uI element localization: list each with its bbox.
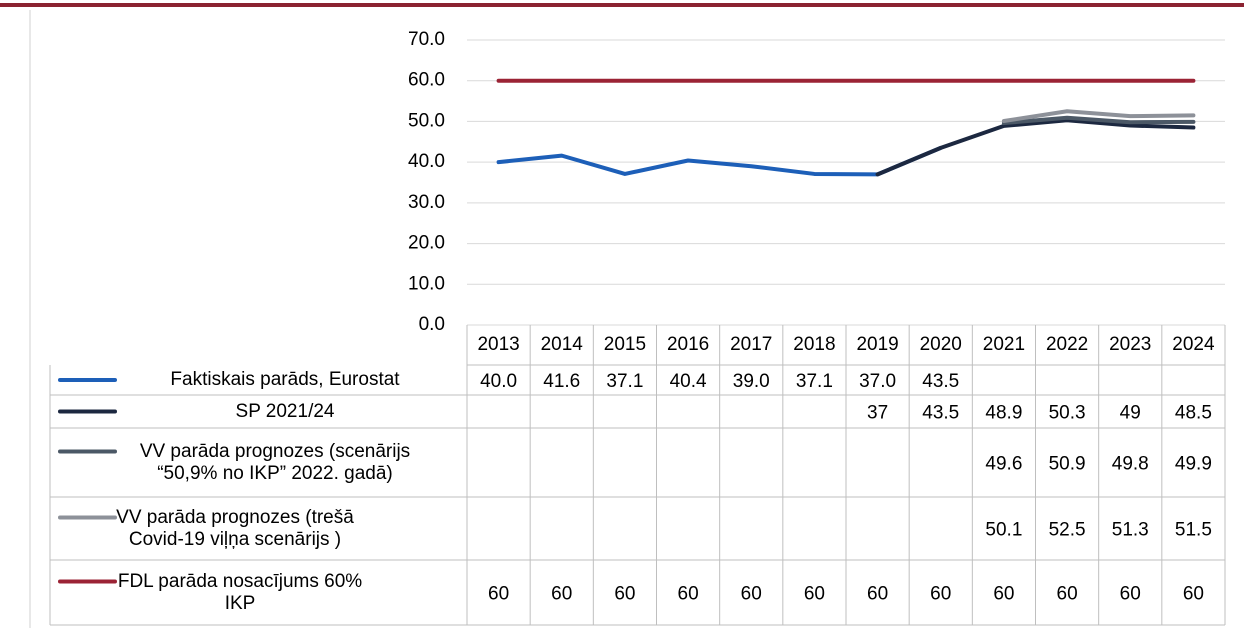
x-tick-label: 2018 — [793, 334, 835, 355]
x-tick-label: 2020 — [920, 334, 962, 355]
table-value: 48.9 — [985, 403, 1022, 424]
table-value: 49.6 — [985, 454, 1022, 475]
table-value: 51.5 — [1175, 520, 1212, 541]
series-line — [1001, 109, 1196, 124]
table-value: 37.0 — [859, 371, 896, 392]
y-tick-label: 10.0 — [408, 273, 445, 294]
table-value: 37.1 — [606, 371, 643, 392]
table-value: 37 — [867, 403, 888, 424]
table-value: 60 — [678, 584, 699, 605]
table-value: 60 — [1057, 584, 1078, 605]
table-value: 60 — [1120, 584, 1141, 605]
legend-label: FDL parāda nosacījums 60% IKP — [117, 570, 363, 614]
series-line — [496, 145, 943, 177]
table-value: 60 — [930, 584, 951, 605]
table-value: 50.9 — [1049, 454, 1086, 475]
y-tick-label: 70.0 — [408, 29, 445, 50]
legend-label-box: FDL parāda nosacījums 60% IKP — [117, 570, 363, 614]
table-value: 43.5 — [922, 371, 959, 392]
table-value: 60 — [804, 584, 825, 605]
series-line — [875, 118, 1196, 177]
legend-label-box: Faktiskais parāds, Eurostat — [170, 369, 400, 390]
legend-label: Faktiskais parāds, Eurostat — [170, 369, 400, 390]
y-tick-label: 60.0 — [408, 70, 445, 91]
table-value: 40.0 — [480, 371, 517, 392]
table-value: 52.5 — [1049, 520, 1086, 541]
table-value: 39.0 — [733, 371, 770, 392]
table-value: 40.4 — [670, 371, 707, 392]
x-tick-label: 2019 — [856, 334, 898, 355]
table-value: 49.9 — [1175, 454, 1212, 475]
table-value: 51.3 — [1112, 520, 1149, 541]
table-value: 60 — [551, 584, 572, 605]
table-value: 43.5 — [922, 403, 959, 424]
table-value: 60 — [993, 584, 1014, 605]
table-value: 60 — [741, 584, 762, 605]
x-tick-label: 2023 — [1109, 334, 1151, 355]
x-tick-label: 2016 — [667, 334, 709, 355]
y-tick-label: 50.0 — [408, 110, 445, 131]
x-tick-label: 2014 — [541, 334, 584, 355]
legend-label-box: SP 2021/24 — [235, 400, 335, 422]
table-value: 50.1 — [985, 520, 1022, 541]
table-value: 48.5 — [1175, 403, 1212, 424]
legend-label: VV parāda prognozes (scenārijs “50,9% no… — [139, 440, 411, 484]
x-tick-label: 2017 — [730, 334, 772, 355]
series-line — [1001, 115, 1196, 126]
table-value: 60 — [867, 584, 888, 605]
y-tick-label: 30.0 — [408, 192, 445, 213]
table-value: 37.1 — [796, 371, 833, 392]
x-tick-label: 2015 — [604, 334, 646, 355]
table-value: 60 — [1183, 584, 1204, 605]
table-value: 49 — [1120, 403, 1141, 424]
x-tick-label: 2024 — [1172, 334, 1215, 355]
table-value: 41.6 — [543, 371, 580, 392]
table-value: 60 — [488, 584, 509, 605]
y-tick-label: 20.0 — [408, 233, 445, 254]
y-tick-label: 40.0 — [408, 151, 445, 172]
x-tick-label: 2013 — [477, 334, 519, 355]
y-tick-label: 0.0 — [419, 314, 445, 335]
table-value: 60 — [614, 584, 635, 605]
legend-label: SP 2021/24 — [235, 400, 335, 422]
legend-label-box: VV parāda prognozes (scenārijs “50,9% no… — [139, 440, 411, 484]
table-value: 50.3 — [1049, 403, 1086, 424]
x-tick-label: 2022 — [1046, 334, 1088, 355]
x-tick-label: 2021 — [983, 334, 1025, 355]
legend-label-box: VV parāda prognozes (trešā Covid-19 viļņ… — [116, 506, 354, 550]
table-value: 49.8 — [1112, 454, 1149, 475]
legend-label: VV parāda prognozes (trešā Covid-19 viļņ… — [116, 506, 354, 550]
